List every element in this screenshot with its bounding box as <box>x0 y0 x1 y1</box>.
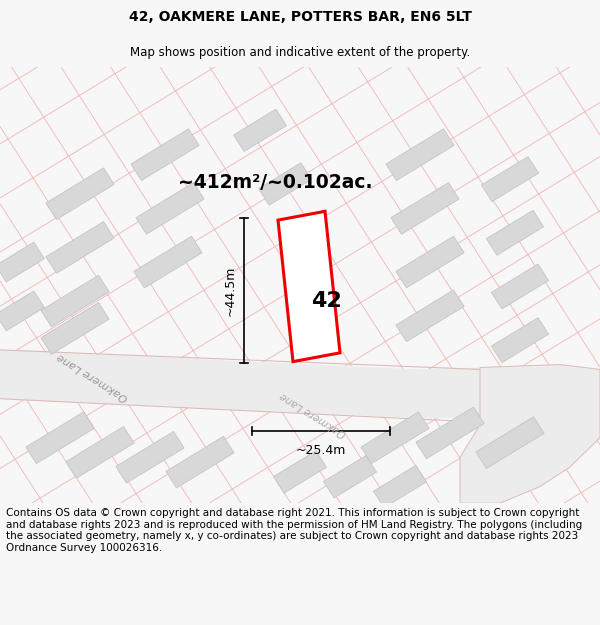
Polygon shape <box>46 168 114 219</box>
Polygon shape <box>66 426 134 478</box>
Polygon shape <box>26 412 94 464</box>
Polygon shape <box>386 129 454 181</box>
Polygon shape <box>46 222 114 273</box>
Polygon shape <box>491 264 548 309</box>
Polygon shape <box>391 182 459 234</box>
Polygon shape <box>274 451 326 493</box>
Polygon shape <box>278 211 340 362</box>
Polygon shape <box>487 210 544 255</box>
Polygon shape <box>491 318 548 362</box>
Text: 42, OAKMERE LANE, POTTERS BAR, EN6 5LT: 42, OAKMERE LANE, POTTERS BAR, EN6 5LT <box>128 11 472 24</box>
Polygon shape <box>259 162 311 205</box>
Text: Contains OS data © Crown copyright and database right 2021. This information is : Contains OS data © Crown copyright and d… <box>6 508 582 553</box>
Polygon shape <box>476 417 544 469</box>
Polygon shape <box>373 466 427 508</box>
Polygon shape <box>0 350 600 428</box>
Polygon shape <box>416 407 484 459</box>
Polygon shape <box>41 275 109 327</box>
Text: ~412m²/~0.102ac.: ~412m²/~0.102ac. <box>178 173 372 191</box>
Polygon shape <box>136 182 204 234</box>
Polygon shape <box>396 236 464 288</box>
Polygon shape <box>131 129 199 181</box>
Text: ~25.4m: ~25.4m <box>296 444 346 457</box>
Polygon shape <box>396 290 464 342</box>
Polygon shape <box>41 302 109 354</box>
Polygon shape <box>460 364 600 503</box>
Polygon shape <box>361 412 429 464</box>
Text: Oakmere Lane: Oakmere Lane <box>278 390 348 439</box>
Polygon shape <box>166 436 234 488</box>
Text: ~44.5m: ~44.5m <box>224 265 237 316</box>
Polygon shape <box>0 291 44 331</box>
Polygon shape <box>116 431 184 483</box>
Polygon shape <box>323 456 377 498</box>
Text: Map shows position and indicative extent of the property.: Map shows position and indicative extent… <box>130 46 470 59</box>
Polygon shape <box>0 242 44 282</box>
Text: Oakmere Lane: Oakmere Lane <box>55 351 130 403</box>
Polygon shape <box>134 236 202 288</box>
Polygon shape <box>481 157 539 202</box>
Polygon shape <box>233 109 287 151</box>
Text: 42: 42 <box>311 291 341 311</box>
